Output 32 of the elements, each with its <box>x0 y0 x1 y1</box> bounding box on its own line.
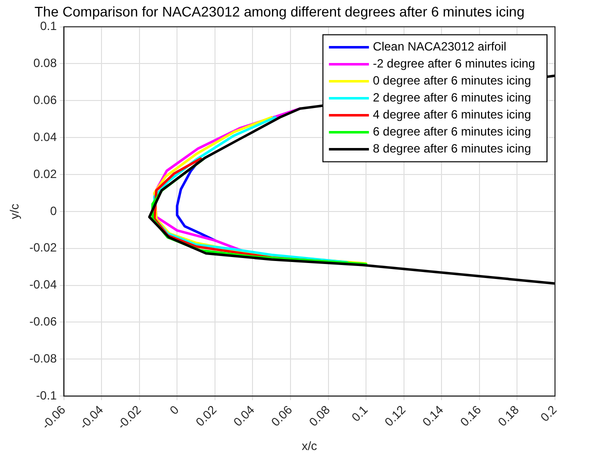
y-tick-label: -0.06 <box>29 314 58 329</box>
x-axis-title: x/c <box>302 439 318 454</box>
x-tick-label: 0.12 <box>382 402 409 430</box>
x-tick-label: 0.04 <box>230 402 258 430</box>
y-tick-label: -0.08 <box>29 351 58 366</box>
y-tick-label: 0.06 <box>33 92 58 107</box>
legend-label: 2 degree after 6 minutes icing <box>372 90 532 105</box>
x-tick-label: 0.16 <box>457 402 484 430</box>
y-tick-label: 0.04 <box>33 130 58 144</box>
x-tick-label: 0.02 <box>192 402 220 430</box>
legend-label: 8 degree after 6 minutes icing <box>372 142 532 156</box>
x-tick-label: 0.06 <box>268 402 296 430</box>
y-tick-label: -0.04 <box>29 278 58 292</box>
y-tick-label: 0 <box>50 204 58 218</box>
legend-label: -2 degree after 6 minutes icing <box>372 56 536 71</box>
y-tick-label: 0.1 <box>40 19 58 34</box>
legend-label: 4 degree after 6 minutes icing <box>372 108 532 122</box>
x-tick-label: 0.1 <box>348 402 371 424</box>
chart-title: The Comparison for NACA23012 among different degrees after 6 minutes icing <box>34 3 525 20</box>
legend-label: 0 degree after 6 minutes icing <box>372 74 532 88</box>
y-axis-title: y/c <box>8 204 22 220</box>
legend-label: Clean NACA23012 airfoil <box>372 40 506 54</box>
y-tick-label: 0.08 <box>33 56 58 70</box>
x-tick-label: 0 <box>166 402 182 418</box>
x-tick-label: 0.14 <box>420 402 446 430</box>
y-tick-label: -0.1 <box>36 388 58 402</box>
x-tick-label: 0.08 <box>306 402 333 430</box>
y-tick-label: 0.02 <box>33 166 58 181</box>
x-tick-label: 0.2 <box>538 402 560 424</box>
legend-label: 6 degree after 6 minutes icing <box>372 124 532 139</box>
x-tick-label: 0.18 <box>495 402 522 430</box>
y-tick-label: -0.02 <box>29 240 58 255</box>
